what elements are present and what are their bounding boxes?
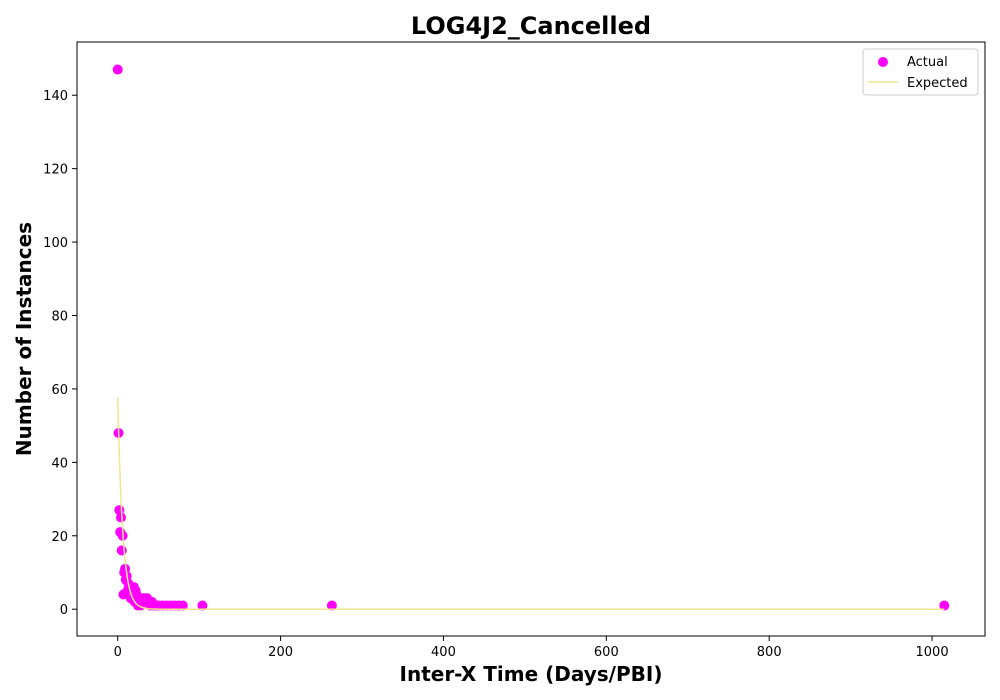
y-tick-label: 60 xyxy=(51,383,68,398)
x-axis-label: Inter-X Time (Days/PBI) xyxy=(400,662,663,686)
y-axis: 0 20 40 60 80 100 120 140 xyxy=(43,89,77,618)
y-tick-label: 20 xyxy=(51,530,68,545)
actual-point xyxy=(197,600,208,611)
y-tick-label: 120 xyxy=(43,163,68,178)
legend-actual-label: Actual xyxy=(907,55,948,70)
y-axis-label: Number of Instances xyxy=(12,222,36,456)
x-tick-label: 200 xyxy=(268,645,293,660)
plot-area xyxy=(112,64,950,611)
x-tick-label: 1000 xyxy=(916,645,949,660)
actual-point xyxy=(116,545,127,556)
actual-point xyxy=(112,64,123,75)
x-tick-label: 600 xyxy=(594,645,619,660)
y-tick-label: 140 xyxy=(43,89,68,104)
y-tick-label: 0 xyxy=(60,603,68,618)
actual-point xyxy=(177,600,188,611)
x-tick-label: 800 xyxy=(757,645,782,660)
legend: Actual Expected xyxy=(862,48,979,96)
actual-point xyxy=(939,600,950,611)
x-tick-label: 400 xyxy=(431,645,456,660)
y-tick-label: 80 xyxy=(51,310,68,325)
actual-point xyxy=(326,600,337,611)
axes-frame xyxy=(76,41,986,637)
legend-expected-label: Expected xyxy=(907,76,968,91)
chart-title: LOG4J2_Cancelled xyxy=(411,12,651,40)
expected-line xyxy=(116,397,945,610)
x-axis: 0 200 400 600 800 1000 xyxy=(114,636,949,660)
legend-actual-marker xyxy=(878,57,888,67)
y-tick-label: 100 xyxy=(43,236,68,251)
y-tick-label: 40 xyxy=(51,456,68,471)
x-tick-label: 0 xyxy=(114,645,122,660)
actual-point xyxy=(115,512,126,523)
legend-box xyxy=(862,48,979,96)
